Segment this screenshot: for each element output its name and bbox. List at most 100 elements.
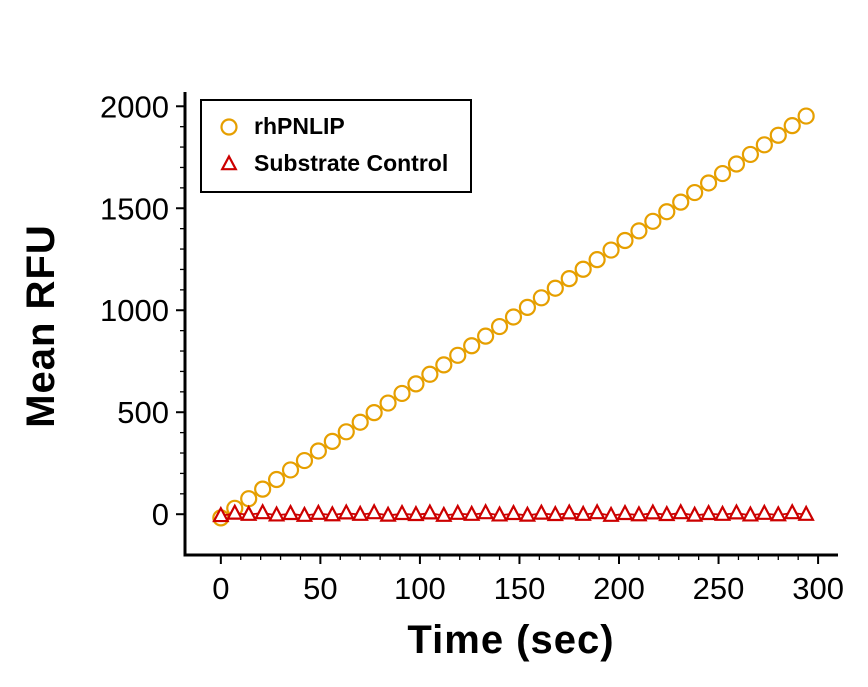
data-point-triangle <box>644 503 662 520</box>
data-point-triangle <box>490 505 509 522</box>
data-point-triangle <box>254 503 272 520</box>
data-point-triangle <box>783 503 801 520</box>
y-tick-label: 2000 <box>100 89 169 124</box>
data-point-circle <box>532 289 550 307</box>
data-point-triangle <box>672 503 690 520</box>
data-point-triangle <box>463 504 481 521</box>
data-point-circle <box>477 327 495 345</box>
data-point-triangle <box>532 503 550 520</box>
data-point-circle <box>435 356 453 374</box>
y-axis-title: Mean RFU <box>19 224 63 428</box>
data-point-triangle <box>309 503 328 520</box>
data-point-triangle <box>755 503 773 520</box>
y-tick-label: 1000 <box>100 293 169 328</box>
data-point-circle <box>463 337 481 355</box>
data-point-triangle <box>393 503 411 521</box>
data-point-circle <box>713 164 732 183</box>
data-point-triangle <box>449 503 467 520</box>
data-point-circle <box>421 365 439 383</box>
data-point-circle <box>616 231 634 250</box>
data-point-circle <box>797 107 815 125</box>
data-point-circle <box>323 432 341 450</box>
data-point-circle <box>365 404 383 422</box>
data-point-circle <box>407 375 425 393</box>
data-point-triangle <box>616 503 634 521</box>
data-point-triangle <box>727 503 746 520</box>
data-point-triangle <box>295 505 314 522</box>
data-point-triangle <box>351 504 369 521</box>
data-point-triangle <box>421 503 439 520</box>
data-point-circle <box>351 413 369 431</box>
data-point-triangle <box>281 503 300 521</box>
data-point-triangle <box>337 503 355 520</box>
data-point-circle <box>602 241 620 259</box>
data-point-circle <box>490 317 509 336</box>
data-point-triangle <box>686 505 704 522</box>
data-point-triangle <box>574 504 592 521</box>
data-point-circle <box>658 203 676 221</box>
data-point-circle <box>309 442 327 460</box>
data-point-triangle <box>658 504 676 522</box>
data-point-circle <box>686 183 704 202</box>
data-point-circle <box>588 251 606 269</box>
data-point-triangle <box>797 504 815 521</box>
triangle-marker-icon <box>220 153 238 170</box>
data-point-triangle <box>267 505 286 522</box>
data-point-triangle <box>379 505 397 522</box>
data-point-triangle <box>240 504 258 521</box>
legend-item-rhpnlip: rhPNLIP <box>218 113 450 140</box>
data-point-circle <box>769 126 787 144</box>
y-tick-label: 1500 <box>100 191 169 226</box>
data-point-triangle <box>769 505 787 522</box>
data-point-circle <box>755 136 773 154</box>
legend: rhPNLIP Substrate Control <box>200 99 472 193</box>
data-point-circle <box>295 451 314 470</box>
circle-marker-icon <box>220 117 238 136</box>
x-tick-label: 250 <box>693 571 745 606</box>
data-point-circle <box>783 117 801 135</box>
data-point-circle <box>672 193 690 211</box>
data-point-triangle <box>365 503 383 520</box>
data-point-circle <box>727 155 746 173</box>
data-point-triangle <box>713 504 732 521</box>
x-tick-label: 0 <box>212 571 229 606</box>
x-axis-title: Time (sec) <box>407 618 615 662</box>
data-point-circle <box>630 222 648 240</box>
data-point-circle <box>741 145 760 164</box>
legend-label-rhpnlip: rhPNLIP <box>254 113 345 139</box>
x-tick-label: 150 <box>494 571 546 606</box>
y-tick-label: 500 <box>117 395 169 430</box>
data-point-triangle <box>602 505 620 522</box>
data-point-triangle <box>560 503 578 520</box>
data-point-circle <box>504 308 523 326</box>
data-point-circle <box>393 384 411 403</box>
data-point-triangle <box>323 505 341 522</box>
data-point-triangle <box>588 503 606 520</box>
data-point-triangle <box>699 503 718 521</box>
data-point-triangle <box>226 503 244 520</box>
data-point-circle <box>449 346 467 364</box>
legend-label-substrate-control: Substrate Control <box>254 150 449 176</box>
data-point-triangle <box>518 505 537 522</box>
data-point-triangle <box>741 505 760 522</box>
y-tick-label: 0 <box>152 497 169 532</box>
x-tick-label: 100 <box>394 571 446 606</box>
data-point-triangle <box>546 504 564 522</box>
data-point-circle <box>379 394 397 412</box>
data-point-circle <box>560 270 578 288</box>
data-point-circle <box>254 480 272 498</box>
data-point-triangle <box>435 505 453 522</box>
data-point-triangle <box>407 504 425 522</box>
legend-item-substrate-control: Substrate Control <box>218 150 450 177</box>
data-point-circle <box>644 212 662 230</box>
data-point-triangle <box>476 503 495 520</box>
data-point-triangle <box>630 505 648 522</box>
data-point-circle <box>546 279 564 297</box>
data-point-triangle <box>504 503 523 521</box>
data-point-circle <box>518 298 537 316</box>
x-tick-label: 300 <box>792 571 844 606</box>
data-point-circle <box>267 470 286 489</box>
data-point-circle <box>699 174 718 192</box>
